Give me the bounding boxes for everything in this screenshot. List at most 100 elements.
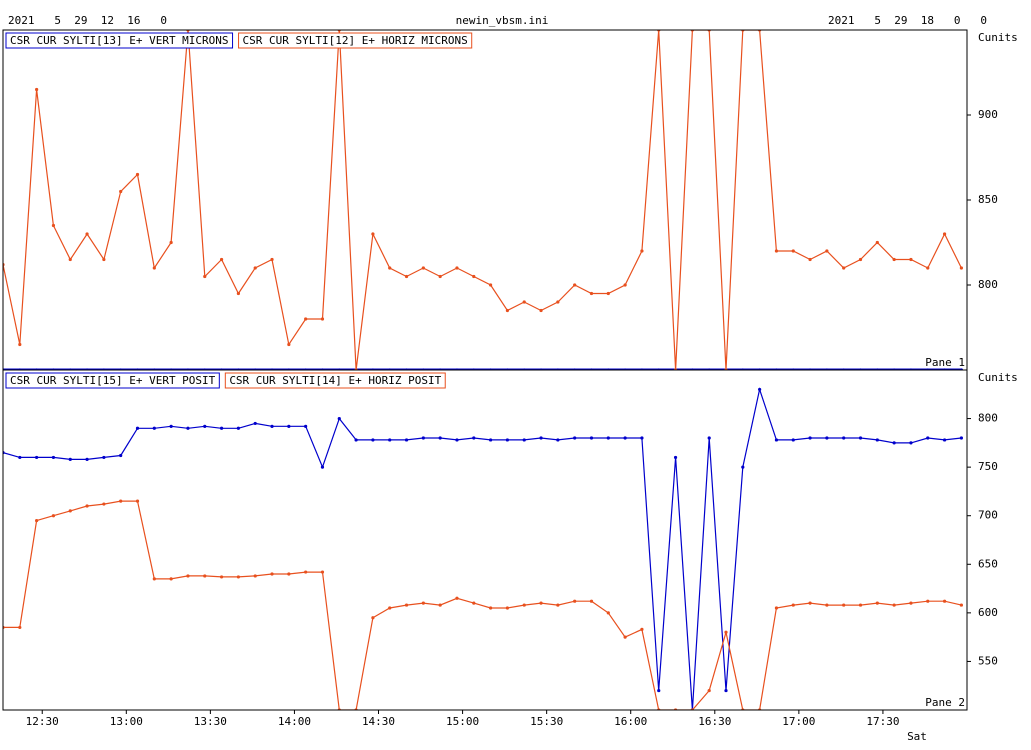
legend-label: CSR CUR SYLTI[13] E+ VERT MICRONS — [10, 34, 229, 47]
data-point — [909, 441, 913, 445]
data-point — [808, 257, 812, 262]
pane-label: Pane 2 — [925, 696, 965, 709]
data-point — [236, 426, 240, 430]
data-point — [774, 249, 779, 253]
data-point — [539, 601, 543, 605]
y-tick-label: 650 — [978, 557, 998, 570]
data-point — [892, 603, 896, 607]
x-tick-label: 16:30 — [698, 715, 731, 728]
data-point — [539, 436, 543, 440]
data-point — [219, 257, 224, 262]
data-point — [438, 274, 442, 279]
data-point — [421, 436, 425, 440]
file-name: newin_vbsm.ini — [456, 14, 549, 27]
data-point — [556, 300, 560, 304]
data-point — [320, 570, 325, 574]
data-point — [875, 438, 879, 442]
x-tick-label: 17:00 — [782, 715, 815, 728]
data-point — [253, 574, 257, 578]
data-point — [505, 308, 510, 313]
data-point — [825, 249, 829, 253]
data-point — [236, 575, 240, 579]
data-point — [489, 283, 493, 287]
data-point — [455, 266, 459, 270]
data-point — [253, 266, 257, 270]
data-point — [102, 257, 106, 262]
data-point — [707, 688, 711, 693]
data-point — [35, 87, 39, 92]
x-tick-label: 15:00 — [446, 715, 479, 728]
legend-box — [224, 372, 446, 389]
data-point — [152, 577, 156, 581]
data-point — [135, 426, 140, 430]
data-point — [186, 426, 190, 430]
data-point — [724, 630, 728, 634]
data-point — [337, 416, 341, 421]
data-point — [304, 317, 308, 321]
data-point — [959, 603, 963, 607]
data-point — [270, 424, 274, 428]
data-point — [926, 266, 930, 270]
data-point — [589, 291, 594, 296]
data-point — [438, 603, 442, 607]
data-point — [842, 603, 846, 607]
data-point — [68, 509, 72, 513]
data-point — [51, 223, 56, 228]
x-tick-label: 15:30 — [530, 715, 563, 728]
data-point — [119, 189, 123, 194]
data-point — [203, 274, 207, 279]
legend-box — [5, 32, 234, 49]
data-point — [18, 625, 22, 630]
data-point — [371, 616, 375, 620]
data-point — [657, 688, 661, 693]
pane-label: Pane 1 — [925, 356, 965, 369]
data-point — [472, 436, 476, 440]
data-point — [858, 257, 863, 262]
plot-area — [3, 387, 963, 710]
data-point — [909, 257, 913, 262]
data-point — [421, 601, 425, 605]
data-point — [472, 601, 476, 605]
data-point — [791, 603, 795, 607]
data-point — [808, 436, 812, 440]
data-point — [808, 601, 812, 605]
data-point — [203, 424, 207, 428]
data-point — [858, 603, 863, 607]
data-point — [623, 635, 627, 639]
data-point — [875, 240, 879, 245]
data-point — [825, 603, 829, 607]
data-point — [152, 426, 156, 430]
data-point — [741, 465, 745, 469]
legend-box — [5, 372, 220, 389]
data-point — [219, 575, 224, 579]
data-point — [404, 274, 409, 279]
data-point — [102, 455, 106, 460]
legend-label: CSR CUR SYLTI[14] E+ HORIZ POSIT — [229, 374, 441, 387]
data-point — [505, 606, 510, 610]
data-point — [673, 455, 678, 460]
series-line — [3, 500, 962, 710]
data-point — [119, 499, 123, 503]
data-point — [606, 436, 610, 440]
data-point — [85, 232, 89, 236]
x-sublabel: Sat — [907, 730, 927, 743]
data-point — [219, 426, 224, 430]
unit-label: Cunits — [978, 371, 1018, 384]
y-tick-label: 700 — [978, 509, 998, 522]
end-stamp: 2021 5 29 18 0 0 — [828, 14, 987, 27]
data-point — [169, 424, 173, 428]
pane-frame — [2, 369, 968, 711]
data-point — [169, 240, 173, 245]
data-point — [438, 436, 442, 440]
data-point — [404, 438, 409, 442]
data-point — [18, 342, 22, 347]
data-point — [926, 436, 930, 440]
data-point — [270, 257, 274, 262]
x-tick-label: 13:00 — [110, 715, 143, 728]
data-point — [102, 502, 106, 506]
data-point — [35, 518, 39, 523]
data-point — [253, 421, 257, 426]
data-point — [35, 455, 39, 460]
start-stamp: 2021 5 29 12 16 0 — [8, 14, 167, 27]
